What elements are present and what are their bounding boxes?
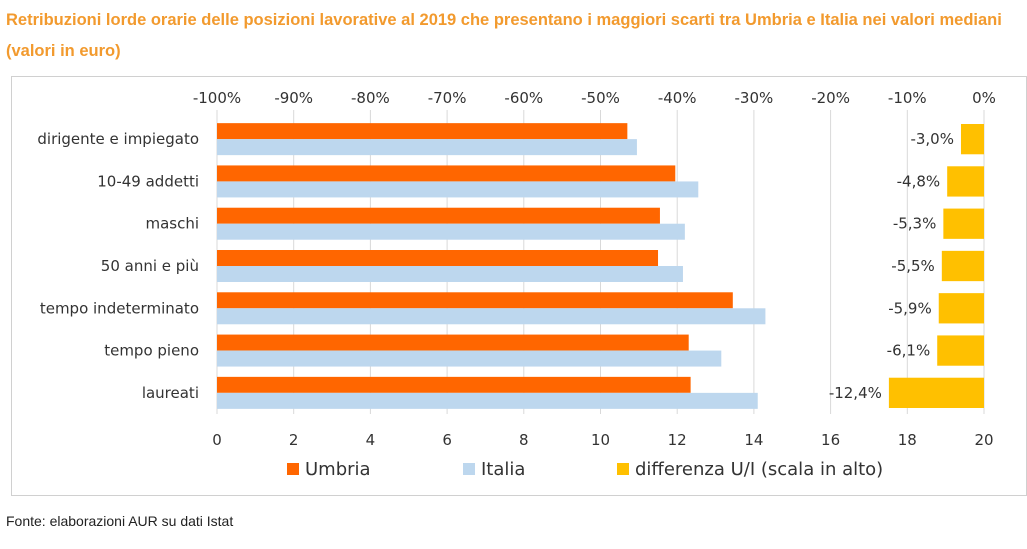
data-label-differenza: -5,5%: [891, 257, 935, 275]
bar-differenza: [888, 377, 984, 408]
category-label: laureati: [142, 384, 199, 402]
x-tick-label-bottom: 6: [442, 431, 452, 449]
x-tick-label-top: -60%: [504, 89, 543, 107]
x-tick-label-top: 0%: [972, 89, 996, 107]
data-label-differenza: -12,4%: [829, 384, 882, 402]
data-label-differenza: -3,0%: [910, 130, 954, 148]
bar-italia: [217, 223, 685, 240]
x-tick-label-top: -90%: [274, 89, 313, 107]
bar-italia: [217, 266, 683, 282]
bar-differenza: [943, 208, 984, 239]
bar-differenza: [960, 124, 984, 155]
x-tick-label-bottom: 0: [212, 431, 222, 449]
bar-umbria: [217, 250, 659, 266]
bar-italia: [217, 139, 637, 156]
x-tick-label-bottom: 18: [898, 431, 917, 449]
labels: 0 2 4 6 8 10 12 14 16 18 20 -100% -90% -80% -70% -60% -5…: [37, 89, 996, 449]
x-tick-label-bottom: 16: [821, 431, 840, 449]
legend-swatch: [463, 463, 475, 475]
data-label-differenza: -4,8%: [897, 172, 941, 190]
x-tick-label-top: -80%: [351, 89, 390, 107]
x-tick-label-bottom: 20: [974, 431, 993, 449]
legend-swatch: [287, 463, 299, 475]
category-label: 50 anni e più: [101, 257, 199, 275]
data-label-differenza: -6,1%: [887, 342, 931, 360]
bar-italia: [217, 350, 722, 367]
x-tick-label-bottom: 10: [591, 431, 610, 449]
bar-umbria: [217, 207, 660, 224]
legend-label: Italia: [481, 459, 525, 480]
bar-umbria: [217, 292, 733, 309]
x-tick-label-top: -10%: [888, 89, 927, 107]
bar-italia: [217, 392, 758, 409]
bar-differenza: [938, 293, 984, 324]
x-tick-label-top: -40%: [658, 89, 697, 107]
x-tick-label-bottom: 14: [744, 431, 763, 449]
bar-italia: [217, 308, 766, 325]
legend-label: differenza U/I (scala in alto): [635, 459, 883, 480]
category-label: maschi: [145, 215, 199, 233]
bar-differenza: [937, 335, 984, 366]
legend: Umbria Italia differenza U/I (scala in alt…: [287, 459, 883, 480]
bars: [217, 123, 984, 409]
bar-differenza: [941, 250, 984, 282]
data-label-differenza: -5,9%: [888, 299, 932, 317]
bar-italia: [217, 181, 699, 198]
bar-umbria: [217, 123, 628, 140]
x-tick-label-top: -100%: [193, 89, 241, 107]
bar-umbria: [217, 165, 676, 182]
x-tick-label-bottom: 12: [668, 431, 687, 449]
source-note: Fonte: elaborazioni AUR su dati Istat: [6, 513, 234, 529]
x-tick-label-top: -30%: [735, 89, 774, 107]
category-label: 10-49 addetti: [97, 172, 199, 190]
bar-differenza: [947, 166, 984, 197]
category-label: dirigente e impiegato: [37, 130, 199, 148]
category-label: tempo pieno: [104, 342, 199, 360]
legend-swatch: [617, 463, 629, 475]
data-label-differenza: -5,3%: [893, 215, 937, 233]
legend-label: Umbria: [305, 459, 371, 480]
category-label: tempo indeterminato: [40, 299, 199, 317]
chart-title: Retribuzioni lorde orarie delle posizion…: [6, 11, 1002, 60]
bar-umbria: [217, 376, 691, 393]
x-tick-label-top: -70%: [428, 89, 467, 107]
x-tick-label-bottom: 4: [366, 431, 376, 449]
bar-umbria: [217, 334, 689, 351]
x-tick-label-top: -50%: [581, 89, 620, 107]
x-tick-label-bottom: 8: [519, 431, 529, 449]
x-tick-label-top: -20%: [811, 89, 850, 107]
x-tick-label-bottom: 2: [289, 431, 299, 449]
